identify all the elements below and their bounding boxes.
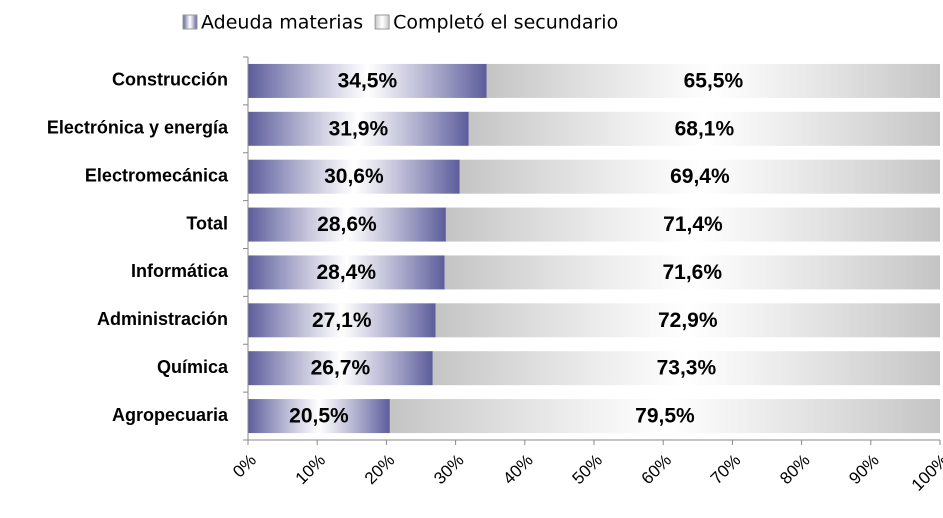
data-label: 30,6%: [324, 165, 384, 188]
y-tick-label: Electromecánica: [85, 165, 229, 185]
bar-segment: [248, 303, 436, 338]
bar-segment: [432, 351, 940, 386]
y-tick-label: Administración: [97, 309, 228, 329]
x-tick-label: 30%: [430, 451, 467, 488]
legend-swatch: [374, 14, 390, 30]
y-tick-label: Total: [186, 213, 228, 233]
x-tick-label: 10%: [292, 451, 329, 488]
data-label: 26,7%: [311, 357, 371, 380]
bar-segment: [444, 255, 940, 290]
x-tick-label: 40%: [499, 451, 536, 488]
x-tick-label: 70%: [707, 451, 744, 488]
data-label: 79,5%: [635, 405, 695, 428]
data-label: 65,5%: [684, 69, 744, 92]
legend-swatch: [182, 14, 198, 30]
bar-segment: [445, 207, 940, 242]
data-label: 71,6%: [662, 261, 722, 284]
bar-segment: [468, 111, 940, 146]
data-label: 20,5%: [289, 405, 349, 428]
legend-label: Completó el secundario: [393, 12, 618, 34]
data-label: 72,9%: [658, 309, 718, 332]
data-label: 28,6%: [317, 213, 377, 236]
y-tick-label: Química: [157, 357, 229, 377]
data-label: 69,4%: [670, 165, 730, 188]
bar-segment: [248, 399, 390, 434]
data-label: 28,4%: [316, 261, 376, 284]
x-tick-label: 20%: [361, 451, 398, 488]
bar-segment: [248, 111, 469, 146]
bar-segment: [389, 399, 940, 434]
x-tick-label: 60%: [638, 451, 675, 488]
data-label: 73,3%: [657, 357, 717, 380]
bar-segment: [435, 303, 940, 338]
x-tick-label: 50%: [569, 451, 606, 488]
bar-segment: [248, 351, 433, 386]
bar-segment: [459, 159, 940, 194]
data-label: 34,5%: [338, 69, 398, 92]
legend-label: Adeuda materias: [201, 12, 363, 34]
x-tick-label: 80%: [776, 451, 813, 488]
data-label: 71,4%: [663, 213, 723, 236]
y-tick-label: Informática: [131, 261, 229, 281]
x-tick-label: 0%: [229, 451, 260, 482]
x-tick-label: 90%: [845, 451, 882, 488]
y-tick-label: Construcción: [112, 70, 228, 90]
bar-segment: [248, 63, 487, 98]
x-tick-label: 100%: [908, 451, 943, 495]
y-tick-label: Agropecuaria: [112, 405, 229, 425]
bar-segment: [248, 207, 446, 242]
data-label: 27,1%: [312, 309, 372, 332]
y-tick-label: Electrónica y energía: [47, 118, 229, 138]
bar-segment: [248, 255, 445, 290]
bar-segment: [248, 159, 460, 194]
bar-segment: [486, 63, 940, 98]
data-label: 31,9%: [329, 117, 389, 140]
data-label: 68,1%: [675, 117, 735, 140]
